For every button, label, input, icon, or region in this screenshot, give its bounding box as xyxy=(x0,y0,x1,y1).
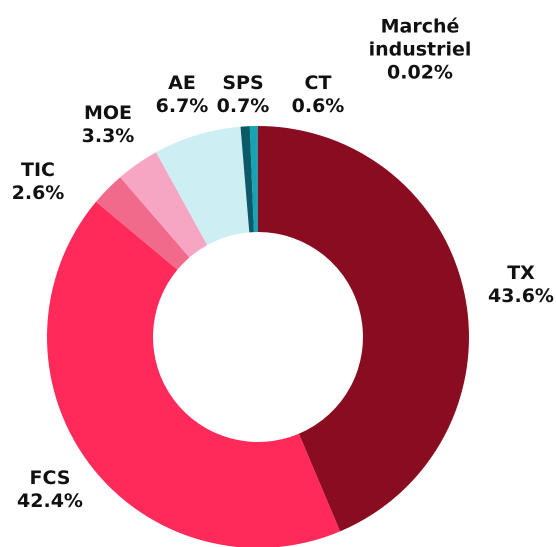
segment-label: TIC 2.6% xyxy=(12,159,65,205)
donut-segment xyxy=(240,126,254,233)
category-label: CT xyxy=(304,72,332,94)
category-label: MOE xyxy=(83,102,133,124)
segment-label: SPS 0.7% xyxy=(217,72,270,118)
donut-segment xyxy=(96,177,190,270)
segment-label: FCS 42.4% xyxy=(17,467,83,513)
value-label: 0.7% xyxy=(216,95,270,117)
value-label: 2.6% xyxy=(11,182,65,204)
value-label: 3.3% xyxy=(81,125,135,147)
value-label: 42.4% xyxy=(17,490,83,512)
value-label: 43.6% xyxy=(488,285,554,307)
donut-segment xyxy=(156,126,250,246)
category-label: TIC xyxy=(21,159,55,181)
category-label: FCS xyxy=(29,467,71,489)
category-label: SPS xyxy=(222,72,264,94)
segment-label: Marché industriel 0.02% xyxy=(365,16,475,85)
segment-label: CT 0.6% xyxy=(292,72,345,118)
category-label: TX xyxy=(507,262,535,284)
value-label: 0.02% xyxy=(387,61,453,84)
segment-label: MOE 3.3% xyxy=(82,102,135,148)
value-label: 0.6% xyxy=(291,95,345,117)
donut-segment xyxy=(47,201,341,547)
segment-label: TX 43.6% xyxy=(488,262,554,308)
donut-segment xyxy=(258,126,470,532)
donut-segment xyxy=(120,152,208,258)
category-label: Marché industriel xyxy=(368,15,472,61)
donut-segment xyxy=(249,126,258,233)
segment-label: AE 6.7% xyxy=(156,72,209,118)
value-label: 6.7% xyxy=(155,95,209,117)
category-label: AE xyxy=(168,72,196,94)
